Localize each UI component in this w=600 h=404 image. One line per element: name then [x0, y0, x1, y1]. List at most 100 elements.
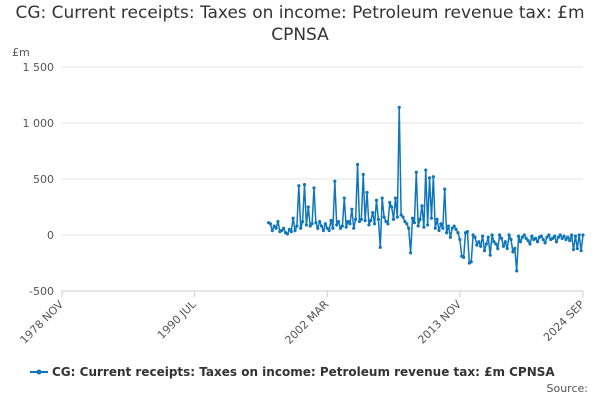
data-point — [484, 242, 488, 246]
data-point — [462, 255, 466, 259]
data-point — [520, 235, 524, 239]
data-point — [488, 253, 492, 257]
data-point — [374, 198, 379, 202]
x-tick-label: 2024 SEP — [541, 298, 587, 344]
data-point — [446, 224, 451, 228]
data-point — [285, 232, 290, 236]
data-point — [403, 219, 407, 224]
x-tick-label: 2002 MAR — [282, 298, 331, 347]
data-point — [407, 226, 411, 230]
data-point — [439, 222, 443, 226]
y-tick-label: 500 — [33, 173, 54, 186]
data-point — [534, 236, 538, 240]
data-point — [492, 240, 496, 244]
data-point — [346, 219, 350, 224]
data-point — [541, 237, 545, 242]
data-point — [395, 215, 399, 219]
data-point — [350, 207, 354, 211]
data-point — [274, 226, 278, 230]
data-point — [435, 217, 439, 221]
data-point — [528, 242, 532, 246]
data-point — [335, 223, 339, 227]
data-point — [524, 236, 528, 240]
data-point — [516, 234, 521, 238]
data-point — [480, 234, 485, 238]
data-point — [458, 237, 462, 242]
x-tick-label: 1978 NOV — [18, 298, 67, 347]
data-point — [408, 251, 413, 255]
data-point — [511, 250, 515, 254]
data-point — [444, 231, 449, 235]
data-point — [575, 246, 579, 251]
data-point — [378, 245, 382, 249]
data-point — [318, 219, 322, 224]
data-point — [376, 217, 380, 221]
data-point — [494, 242, 498, 246]
data-point — [452, 224, 456, 228]
x-tick-label: 2013 NOV — [415, 298, 464, 347]
y-unit: £m — [12, 46, 30, 59]
data-point — [427, 176, 432, 180]
data-point — [465, 230, 470, 234]
data-point — [570, 233, 574, 237]
data-point — [270, 228, 274, 233]
y-tick-label: 1 500 — [23, 61, 55, 74]
data-point — [471, 233, 475, 237]
series-line — [268, 107, 584, 271]
data-point — [433, 226, 437, 230]
data-point — [477, 240, 481, 244]
data-point — [437, 228, 441, 233]
data-point — [479, 244, 483, 248]
data-point — [299, 226, 303, 230]
y-tick-label: -500 — [29, 285, 54, 298]
data-point — [352, 226, 356, 230]
data-point — [391, 217, 396, 221]
data-point — [496, 246, 500, 251]
data-point — [369, 218, 373, 223]
data-point — [401, 215, 405, 219]
data-point — [552, 234, 557, 238]
data-point — [314, 221, 318, 225]
data-point — [581, 233, 585, 237]
data-point — [543, 241, 547, 245]
data-point — [551, 236, 555, 240]
data-point — [441, 226, 445, 230]
data-point — [329, 218, 333, 223]
data-point — [509, 237, 513, 242]
data-point — [448, 235, 452, 239]
data-point — [373, 222, 377, 226]
data-point — [338, 226, 343, 230]
data-point — [361, 172, 365, 177]
data-point — [469, 260, 473, 264]
data-point — [312, 186, 316, 190]
data-point — [363, 218, 367, 223]
data-point — [289, 230, 293, 234]
data-point — [501, 244, 506, 248]
data-point — [348, 222, 352, 226]
data-point — [282, 226, 286, 230]
x-tick-label: 1990 JUL — [155, 297, 199, 341]
data-point — [530, 234, 534, 238]
data-point — [287, 227, 291, 231]
data-point — [291, 216, 295, 220]
data-point — [482, 249, 487, 253]
data-point — [359, 217, 363, 221]
data-point — [397, 105, 401, 109]
data-point — [498, 233, 502, 237]
y-tick-label: 0 — [47, 229, 54, 242]
data-point — [568, 239, 572, 243]
data-point — [293, 228, 297, 233]
data-point — [316, 226, 320, 230]
data-point — [323, 222, 327, 226]
data-point — [518, 240, 523, 244]
data-point — [268, 222, 272, 226]
data-point — [566, 235, 570, 239]
data-point — [414, 170, 418, 174]
data-point — [333, 179, 337, 183]
data-point — [450, 226, 454, 230]
source: Source: — [547, 382, 589, 395]
data-point — [416, 224, 420, 228]
data-point — [344, 225, 348, 229]
data-point — [297, 184, 301, 188]
data-point — [357, 219, 362, 224]
